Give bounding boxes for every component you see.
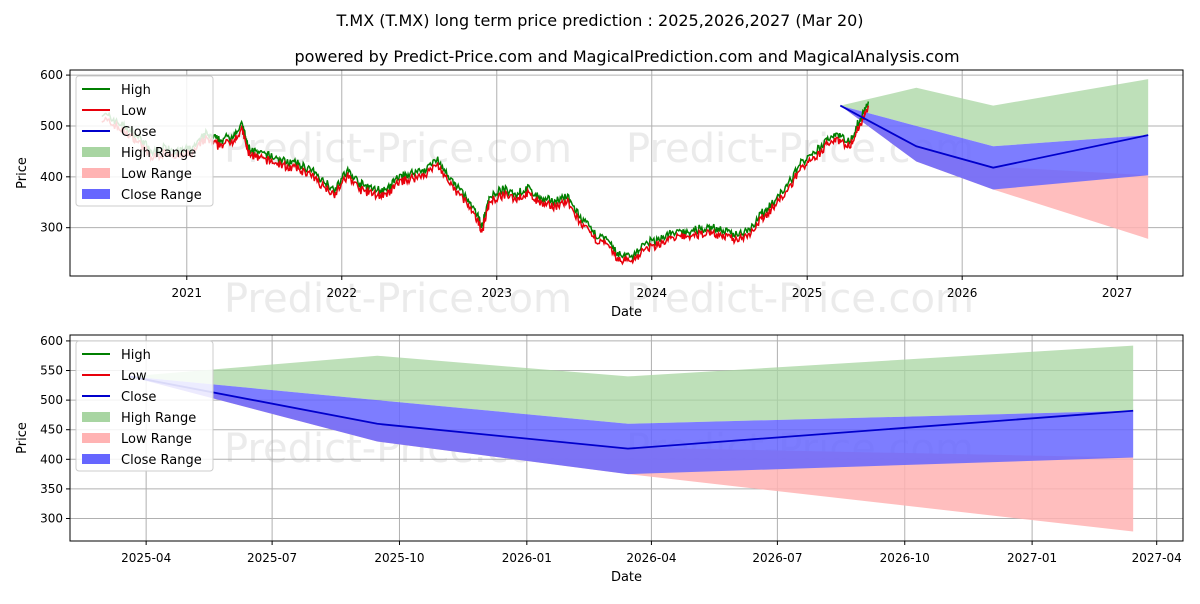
x-tick-label: 2026-10 bbox=[880, 551, 930, 565]
panel-top: Predict-Price.com Predict-Price.com Predic… bbox=[15, 68, 1184, 322]
y-tick-label: 400 bbox=[40, 170, 63, 184]
x-tick-label: 2024 bbox=[636, 286, 667, 300]
x-tick-label: 2027-04 bbox=[1132, 551, 1182, 565]
y-axis-label: Price bbox=[15, 157, 30, 189]
panel-bottom: Predict-Price.comPredict-Price.com2025-0… bbox=[15, 334, 1184, 585]
legend-label: Low bbox=[121, 104, 147, 119]
y-tick-label: 550 bbox=[40, 364, 63, 378]
legend-swatch-patch bbox=[82, 454, 110, 464]
y-tick-label: 450 bbox=[40, 423, 63, 437]
low-line bbox=[101, 105, 870, 266]
close-range-band bbox=[129, 376, 1134, 475]
x-tick-label: 2025-10 bbox=[374, 551, 424, 565]
y-tick-label: 600 bbox=[40, 68, 63, 82]
y-tick-label: 300 bbox=[40, 221, 63, 235]
watermark-text: Predict-Price.com bbox=[224, 126, 572, 172]
x-axis-label: Date bbox=[611, 305, 642, 320]
y-tick-label: 600 bbox=[40, 334, 63, 348]
x-tick-label: 2021 bbox=[172, 286, 203, 300]
close-range-band bbox=[840, 105, 1149, 190]
y-tick-label: 300 bbox=[40, 512, 63, 526]
legend-swatch-patch bbox=[82, 168, 110, 178]
x-tick-label: 2022 bbox=[327, 286, 358, 300]
high-range-band bbox=[840, 79, 1149, 147]
legend-label: High bbox=[121, 348, 151, 363]
x-tick-label: 2026-01 bbox=[502, 551, 552, 565]
high-range-band bbox=[129, 345, 1134, 424]
high-line bbox=[101, 101, 870, 262]
legend-label: High Range bbox=[121, 411, 196, 426]
y-tick-label: 500 bbox=[40, 119, 63, 133]
legend-label: Close Range bbox=[121, 188, 202, 203]
x-axis-label: Date bbox=[611, 570, 642, 585]
legend-label: Close Range bbox=[121, 453, 202, 468]
legend-swatch-patch bbox=[82, 189, 110, 199]
legend-label: Close bbox=[121, 125, 156, 140]
plot-frame bbox=[69, 69, 1184, 277]
chart-subtitle: powered by Predict-Price.com and Magical… bbox=[294, 47, 959, 66]
y-tick-label: 500 bbox=[40, 393, 63, 407]
x-tick-label: 2025 bbox=[792, 286, 823, 300]
x-tick-label: 2025-07 bbox=[247, 551, 297, 565]
plot-frame bbox=[69, 334, 1184, 542]
legend-label: High bbox=[121, 83, 151, 98]
legend-swatch-patch bbox=[82, 147, 110, 157]
legend-swatch-patch bbox=[82, 412, 110, 422]
legend-box bbox=[75, 340, 214, 472]
legend-label: Close bbox=[121, 390, 156, 405]
close-forecast-line bbox=[839, 104, 1149, 169]
legend-label: Low Range bbox=[121, 167, 192, 182]
legend-label: High Range bbox=[121, 146, 196, 161]
watermark-text: Predict-Price.com bbox=[626, 276, 974, 322]
legend-box bbox=[75, 75, 214, 207]
x-tick-label: 2026-07 bbox=[752, 551, 802, 565]
y-tick-label: 350 bbox=[40, 482, 63, 496]
watermark-text: Predict-Price.com bbox=[224, 276, 572, 322]
x-tick-label: 2026 bbox=[947, 286, 978, 300]
x-tick-label: 2025-04 bbox=[121, 551, 171, 565]
legend-label: Low bbox=[121, 369, 147, 384]
y-axis-label: Price bbox=[15, 422, 30, 454]
legend-label: Low Range bbox=[121, 432, 192, 447]
y-tick-label: 400 bbox=[40, 452, 63, 466]
x-tick-label: 2023 bbox=[481, 286, 512, 300]
x-tick-label: 2026-04 bbox=[626, 551, 676, 565]
chart-title: T.MX (T.MX) long term price prediction :… bbox=[335, 11, 863, 30]
x-tick-label: 2027-01 bbox=[1007, 551, 1057, 565]
close-forecast-line bbox=[129, 375, 1134, 450]
x-tick-label: 2027 bbox=[1102, 286, 1133, 300]
legend-swatch-patch bbox=[82, 433, 110, 443]
